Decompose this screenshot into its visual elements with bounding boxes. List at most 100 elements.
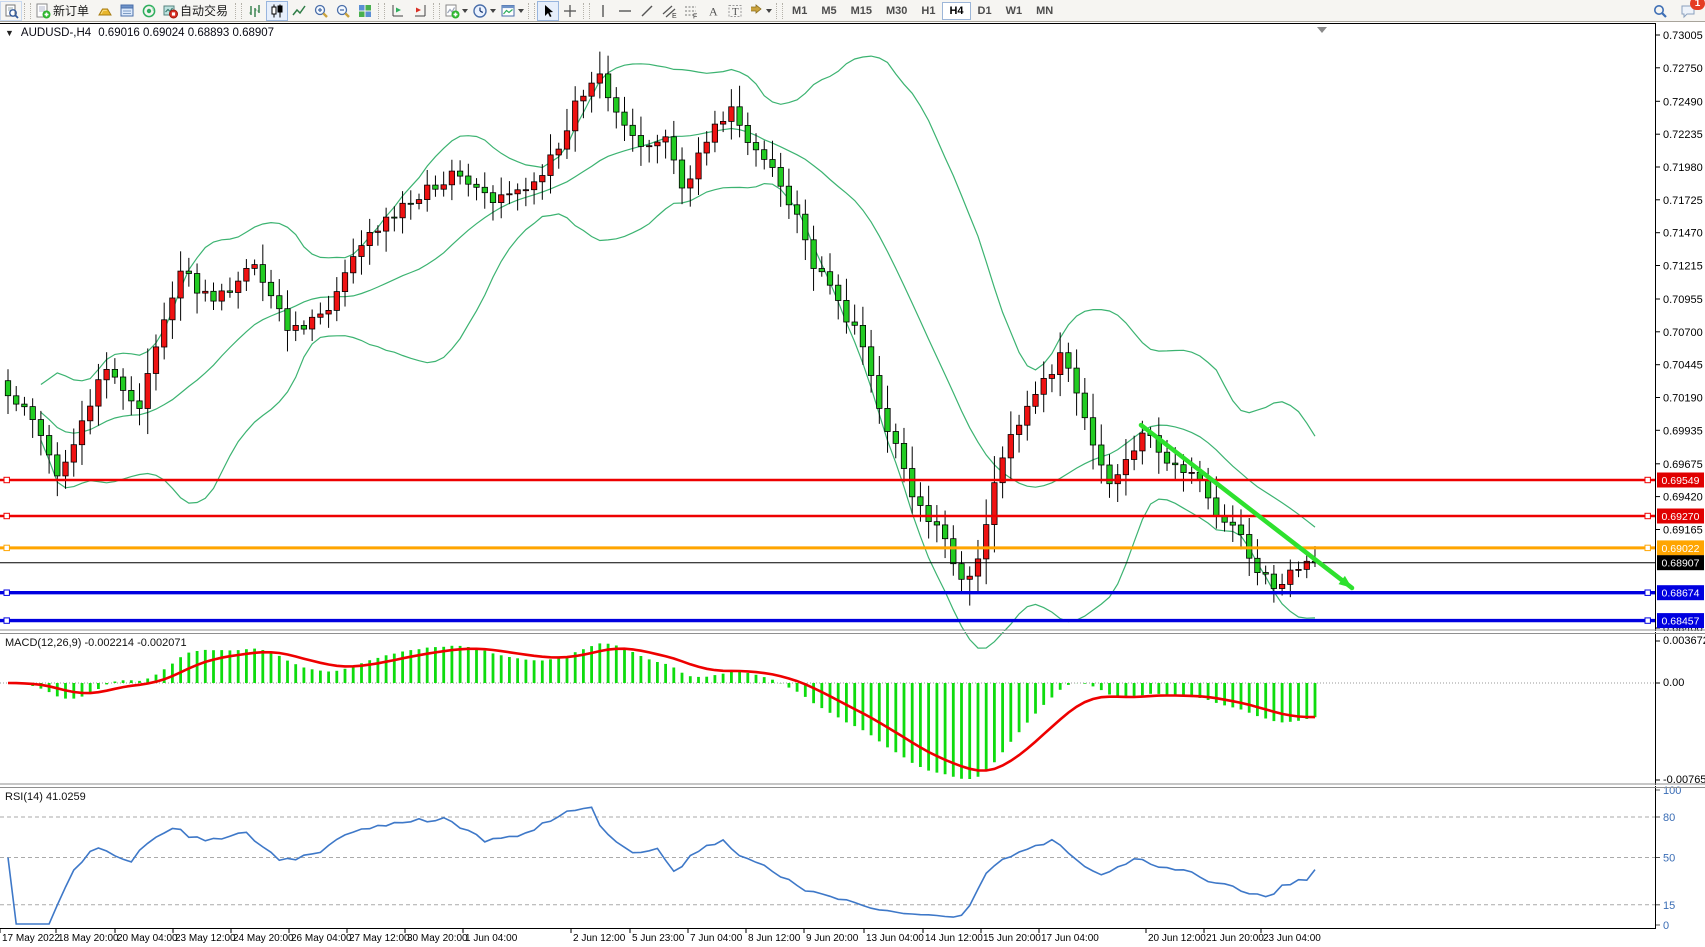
svg-text:0.69420: 0.69420 xyxy=(1663,492,1703,504)
svg-text:26 May 04:00: 26 May 04:00 xyxy=(291,933,352,944)
timeframe-button-H4[interactable]: H4 xyxy=(942,1,971,20)
notifications-button[interactable]: 1 xyxy=(1677,0,1705,21)
timeframe-button-H1[interactable]: H1 xyxy=(921,4,936,17)
macd-label: MACD(12,26,9) -0.002214 -0.002071 xyxy=(5,637,187,649)
svg-text:27 May 12:00: 27 May 12:00 xyxy=(349,933,410,944)
hline-0.68674[interactable] xyxy=(0,589,1656,596)
new-order-button[interactable]: 新订单 xyxy=(33,1,94,21)
hline-0.69549[interactable] xyxy=(0,476,1656,484)
candlestick-chart-icon xyxy=(271,4,283,17)
svg-text:0.70190: 0.70190 xyxy=(1663,393,1703,405)
cursor-icon xyxy=(545,4,554,17)
svg-text:0.72490: 0.72490 xyxy=(1663,96,1703,108)
trendline-icon xyxy=(641,5,653,16)
timeframe-button-D1[interactable]: D1 xyxy=(977,4,992,17)
hline-0.69022[interactable] xyxy=(0,544,1656,552)
symbol-title: AUDUSD-,H4 xyxy=(20,27,92,39)
search-icon xyxy=(1654,4,1667,18)
periods-button[interactable] xyxy=(470,1,498,21)
svg-text:0: 0 xyxy=(1663,920,1669,932)
trendline-button[interactable] xyxy=(636,1,658,21)
zoom-in-icon xyxy=(314,4,328,18)
svg-text:0.69165: 0.69165 xyxy=(1663,525,1703,537)
svg-text:0.00: 0.00 xyxy=(1663,677,1684,689)
svg-text:T: T xyxy=(732,6,739,18)
svg-text:0.68457: 0.68457 xyxy=(1662,616,1700,628)
fibonacci-button[interactable]: F xyxy=(680,1,702,21)
zoom-out-button[interactable] xyxy=(332,1,354,21)
autotrading-button[interactable]: 自动交易 xyxy=(160,1,233,21)
indicators-button[interactable] xyxy=(442,1,470,21)
svg-text:15: 15 xyxy=(1663,900,1675,912)
cursor-button[interactable] xyxy=(537,0,560,21)
svg-text:0.69270: 0.69270 xyxy=(1662,511,1700,523)
rsi-label: RSI(14) 41.0259 xyxy=(5,791,86,803)
horizontal-line-button[interactable] xyxy=(614,1,636,21)
macd-signal-line xyxy=(7,647,1316,772)
svg-text:20 Jun 12:00: 20 Jun 12:00 xyxy=(1148,933,1206,944)
dropdown-caret-icon xyxy=(490,8,497,13)
text-button[interactable]: A xyxy=(702,1,724,21)
dropdown-caret-icon xyxy=(462,8,469,13)
arrows-button[interactable] xyxy=(746,1,774,21)
auto-scroll-button[interactable] xyxy=(409,1,431,21)
chart-shift-marker[interactable] xyxy=(1317,27,1327,33)
bollinger-upper-band xyxy=(40,55,1316,437)
timeframe-button-M15[interactable]: M15 xyxy=(850,4,872,17)
navigator-button[interactable] xyxy=(138,1,160,21)
crosshair-button[interactable] xyxy=(559,1,581,21)
gold-ingot-icon xyxy=(98,8,112,15)
template-icon xyxy=(501,4,515,16)
timeframe-button-M30[interactable]: M30 xyxy=(886,4,908,17)
tile-windows-button[interactable] xyxy=(354,1,376,21)
svg-text:0.69549: 0.69549 xyxy=(1662,475,1700,487)
text-label-button[interactable]: T xyxy=(724,1,746,21)
svg-text:0.003672: 0.003672 xyxy=(1663,635,1705,647)
templates-button[interactable] xyxy=(498,1,526,21)
timeframe-button-W1[interactable]: W1 xyxy=(1005,4,1023,17)
channel-icon: E xyxy=(662,5,677,19)
new-order-icon xyxy=(36,3,51,18)
hline-0.69270[interactable] xyxy=(0,512,1656,520)
macd-axis: 0.003672 0.00 -0.007656 xyxy=(1656,635,1705,786)
timeframe-button-MN[interactable]: MN xyxy=(1036,4,1054,17)
svg-text:21 Jun 20:00: 21 Jun 20:00 xyxy=(1206,933,1264,944)
svg-text:8 Jun 12:00: 8 Jun 12:00 xyxy=(748,933,801,944)
market-watch-button[interactable] xyxy=(94,1,116,21)
chart-shift-button[interactable] xyxy=(387,1,409,21)
svg-text:0.70955: 0.70955 xyxy=(1663,294,1703,306)
svg-text:7 Jun 04:00: 7 Jun 04:00 xyxy=(690,933,743,944)
svg-text:A: A xyxy=(709,4,718,18)
autotrading-icon xyxy=(163,5,179,18)
timeframe-button-M1[interactable]: M1 xyxy=(792,4,808,17)
new-order-label: 新订单 xyxy=(53,4,90,18)
bar-chart-button[interactable] xyxy=(244,1,266,21)
price-chart[interactable]: 0.73005 0.72750 0.72490 0.72235 0.71980 0.717… xyxy=(0,23,1705,947)
candlestick-chart-button[interactable] xyxy=(266,0,289,21)
bollinger-bands xyxy=(40,55,1316,649)
panel-borders xyxy=(0,23,1705,929)
data-window-button[interactable] xyxy=(116,1,138,21)
one-click-trading-toggle[interactable]: ▼ xyxy=(5,28,14,38)
signal-icon xyxy=(142,4,156,17)
svg-text:0.68674: 0.68674 xyxy=(1662,588,1700,600)
toolbar-grip xyxy=(583,2,591,19)
svg-text:-0.007656: -0.007656 xyxy=(1663,774,1705,786)
svg-text:1 Jun 04:00: 1 Jun 04:00 xyxy=(465,933,518,944)
svg-text:0.71215: 0.71215 xyxy=(1663,261,1703,273)
profiles-button[interactable] xyxy=(0,0,22,21)
hline-0.68457[interactable] xyxy=(0,617,1656,624)
search-button[interactable] xyxy=(1649,1,1671,21)
zoom-in-button[interactable] xyxy=(310,1,332,21)
svg-text:14 Jun 12:00: 14 Jun 12:00 xyxy=(925,933,983,944)
vertical-line-icon xyxy=(602,4,604,17)
toolbar-grip xyxy=(776,2,784,19)
vertical-line-button[interactable] xyxy=(592,1,614,21)
dropdown-caret-icon xyxy=(766,8,773,13)
svg-text:0.68907: 0.68907 xyxy=(1662,558,1700,570)
timeframe-button-M5[interactable]: M5 xyxy=(821,4,837,17)
line-chart-button[interactable] xyxy=(288,1,310,21)
equidistant-channel-button[interactable]: E xyxy=(658,1,680,21)
trendline-arrow[interactable] xyxy=(1138,422,1355,591)
svg-text:0.69935: 0.69935 xyxy=(1663,425,1703,437)
